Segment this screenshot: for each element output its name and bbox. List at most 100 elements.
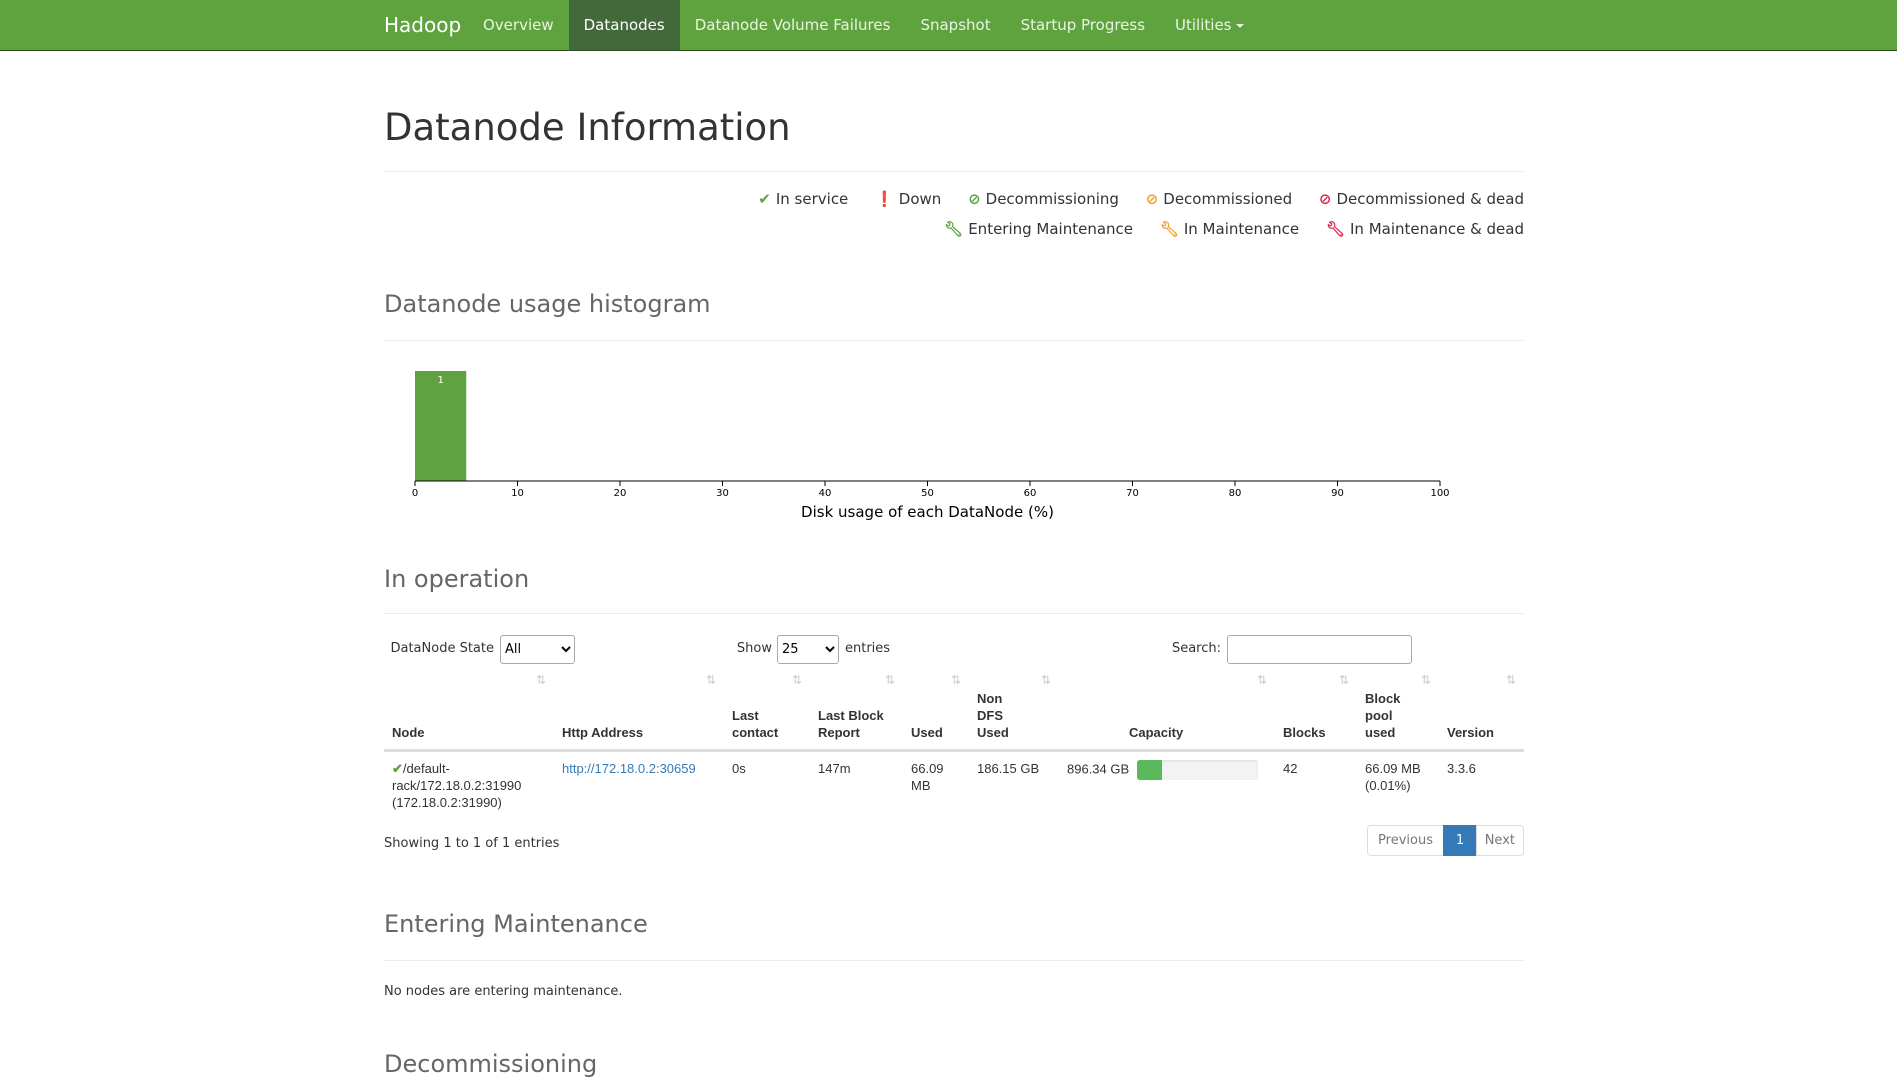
- datanodes-table: ⇅ Node ⇅ Http Address ⇅ Last contact ⇅ Last …: [384, 668, 1524, 819]
- divider: [384, 613, 1524, 614]
- x-tick-label: 70: [1126, 488, 1139, 499]
- search-label: Search:: [1171, 641, 1221, 656]
- nav-utilities[interactable]: Utilities: [1160, 0, 1258, 50]
- sort-icon: ⇅: [1420, 673, 1431, 687]
- entries-label: entries: [845, 641, 891, 656]
- col-version[interactable]: ⇅ Version: [1439, 668, 1524, 752]
- showing-entries: Showing 1 to 1 of 1 entries: [384, 836, 560, 851]
- entering-maintenance-heading: Entering Maintenance: [384, 910, 648, 938]
- in-operation-heading: In operation: [384, 565, 530, 593]
- ban-icon: ⊘: [1145, 190, 1159, 208]
- sort-icon: ⇅: [535, 673, 546, 687]
- sort-icon: ⇅: [884, 673, 895, 687]
- nav-startup-progress[interactable]: Startup Progress: [1020, 16, 1146, 34]
- state-label: DataNode State: [390, 641, 494, 656]
- x-tick-label: 50: [921, 488, 934, 499]
- legend-in-service: ✔ In service: [758, 190, 849, 208]
- x-tick-label: 0: [412, 488, 418, 499]
- last-block-report: 147m: [818, 761, 851, 776]
- nav-snapshot[interactable]: Snapshot: [920, 16, 991, 34]
- col-last-contact[interactable]: ⇅ Last contact: [724, 668, 810, 752]
- col-node[interactable]: ⇅ Node: [384, 668, 554, 752]
- wrench-icon: 🔧︎: [944, 220, 964, 238]
- next-button[interactable]: Next: [1475, 825, 1524, 856]
- nav-overview[interactable]: Overview: [483, 16, 554, 34]
- wrench-icon: 🔧︎: [1325, 220, 1345, 238]
- check-icon: ✔: [758, 190, 771, 208]
- show-label: Show: [736, 641, 772, 656]
- version: 3.3.6: [1447, 761, 1476, 776]
- nav-utilities-label: Utilities: [1175, 16, 1232, 34]
- non-dfs-used: 186.15 GB: [977, 761, 1040, 776]
- col-capacity[interactable]: ⇅ Capacity: [1059, 668, 1275, 752]
- wrench-icon: 🔧︎: [1159, 220, 1179, 238]
- x-tick-label: 80: [1229, 488, 1242, 499]
- check-icon: ✔: [392, 761, 403, 776]
- x-tick-label: 20: [614, 488, 627, 499]
- x-tick-label: 40: [819, 488, 832, 499]
- block-pool-used: 66.09 MB (0.01%): [1365, 761, 1421, 793]
- legend-down: ❗ Down: [875, 190, 942, 208]
- x-tick-label: 10: [511, 488, 524, 499]
- entries-select[interactable]: 25: [777, 635, 839, 664]
- nav-volume-failures[interactable]: Datanode Volume Failures: [694, 16, 891, 34]
- capacity-cell: 896.34 GB: [1059, 751, 1275, 820]
- sort-icon: ⇅: [1338, 673, 1349, 687]
- divider: [384, 960, 1524, 961]
- legend-decommissioning: ⊘ Decommissioning: [968, 190, 1119, 208]
- nav-datanodes[interactable]: Datanodes: [568, 0, 680, 50]
- nav-items: Overview Datanodes Datanode Volume Failu…: [468, 0, 1259, 50]
- legend-row-2: 🔧︎ Entering Maintenance 🔧︎ In Maintenance …: [944, 220, 1524, 238]
- legend-in-maintenance: 🔧︎ In Maintenance: [1159, 220, 1300, 238]
- col-non-dfs-used[interactable]: ⇅ Non DFS Used: [969, 668, 1059, 752]
- legend-in-maintenance-dead: 🔧︎ In Maintenance & dead: [1325, 220, 1524, 238]
- divider: [384, 171, 1524, 172]
- table-row: ✔/default-rack/172.18.0.2:31990 (172.18.0…: [384, 751, 1524, 820]
- sort-icon: ⇅: [950, 673, 961, 687]
- sort-icon: ⇅: [1256, 673, 1267, 687]
- col-block-pool-used[interactable]: ⇅ Block pool used: [1357, 668, 1439, 752]
- legend-entering-maintenance: 🔧︎ Entering Maintenance: [944, 220, 1134, 238]
- sort-icon: ⇅: [1505, 673, 1516, 687]
- ban-icon: ⊘: [968, 190, 981, 208]
- table-header: ⇅ Node ⇅ Http Address ⇅ Last contact ⇅ Last …: [384, 668, 1524, 752]
- node-cell: ✔/default-rack/172.18.0.2:31990 (172.18.0…: [392, 761, 522, 810]
- navbar: Hadoop Overview Datanodes Datanode Volum…: [0, 0, 1897, 51]
- decommissioning-heading: Decommissioning: [384, 1050, 598, 1078]
- capacity-progress-bar: [1136, 760, 1258, 780]
- http-address-link[interactable]: http://172.18.0.2:30659: [562, 761, 696, 776]
- datanode-state-select[interactable]: All: [500, 635, 575, 664]
- col-blocks[interactable]: ⇅ Blocks: [1275, 668, 1357, 752]
- legend-decommissioned: ⊘ Decommissioned: [1145, 190, 1293, 208]
- legend-decommissioned-dead: ⊘ Decommissioned & dead: [1318, 190, 1524, 208]
- page-1-button[interactable]: 1: [1443, 825, 1477, 856]
- page-title: Datanode Information: [384, 106, 791, 149]
- x-tick-label: 30: [716, 488, 729, 499]
- previous-button[interactable]: Previous: [1367, 825, 1444, 856]
- capacity-progress-fill: [1136, 760, 1163, 780]
- sort-icon: ⇅: [1040, 673, 1051, 687]
- legend-row-1: ✔ In service ❗ Down ⊘ Decommissioning ⊘ Deco…: [758, 190, 1524, 208]
- histogram-heading: Datanode usage histogram: [384, 290, 711, 318]
- blocks: 42: [1283, 761, 1298, 776]
- entering-maintenance-empty: No nodes are entering maintenance.: [384, 984, 623, 999]
- col-used[interactable]: ⇅ Used: [903, 668, 969, 752]
- x-tick-label: 100: [1430, 488, 1449, 499]
- last-contact: 0s: [732, 761, 746, 776]
- used: 66.09 MB: [911, 761, 944, 793]
- caret-down-icon: [1235, 23, 1244, 28]
- brand[interactable]: Hadoop: [384, 13, 462, 37]
- bar-label: 1: [437, 375, 443, 386]
- x-tick-label: 60: [1024, 488, 1037, 499]
- divider: [384, 340, 1524, 341]
- ban-icon: ⊘: [1318, 190, 1332, 208]
- sort-icon: ⇅: [791, 673, 802, 687]
- x-tick-label: 90: [1331, 488, 1344, 499]
- col-last-block-report[interactable]: ⇅ Last Block Report: [810, 668, 903, 752]
- x-axis-label: Disk usage of each DataNode (%): [801, 503, 1054, 521]
- col-http-address[interactable]: ⇅ Http Address: [554, 668, 724, 752]
- histogram-bar: [415, 371, 467, 481]
- search-input[interactable]: [1227, 635, 1412, 664]
- exclamation-circle-icon: ❗: [875, 190, 894, 208]
